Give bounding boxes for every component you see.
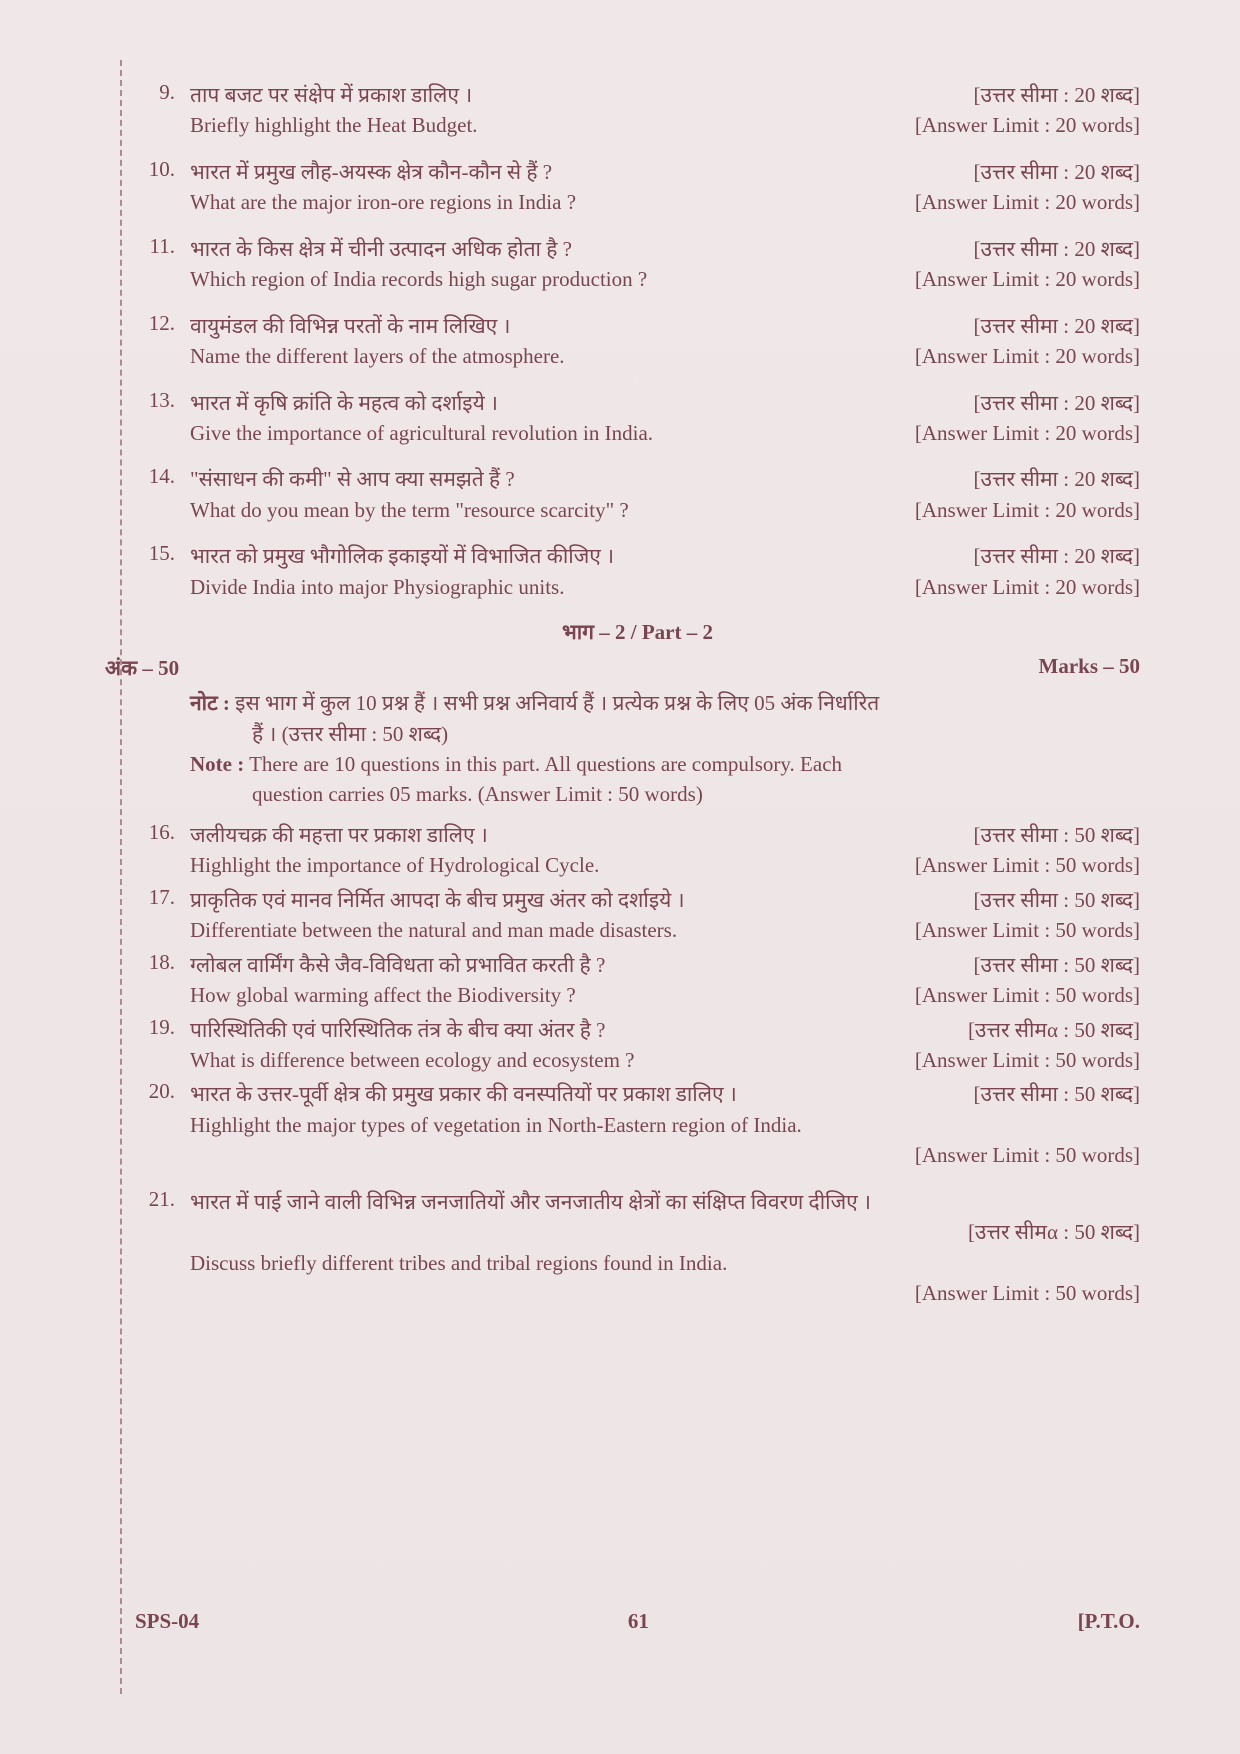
- limit-hi: [उत्तर सीमा : 50 शब्द]: [954, 820, 1140, 850]
- question: 11. भारत के किस क्षेत्र में चीनी उत्पादन …: [135, 234, 1140, 295]
- q20-limit-hi: [उत्तर सीमा : 50 शब्द]: [954, 1079, 1140, 1109]
- q20-hi: भारत के उत्तर-पूर्वी क्षेत्र की प्रमुख प…: [190, 1079, 954, 1109]
- limit-hi: [उत्तर सीमα : 50 शब्द]: [948, 1015, 1140, 1045]
- note-en-2: question carries 05 marks. (Answer Limit…: [190, 779, 1140, 809]
- question: 16. जलीयचक्र की महत्ता पर प्रकाश डालिए ।[…: [135, 820, 1140, 881]
- q-hi: ताप बजट पर संक्षेप में प्रकाश डालिए ।: [190, 80, 954, 110]
- limit-en: [Answer Limit : 20 words]: [895, 495, 1140, 525]
- marks-hi: अंक – 50: [105, 654, 179, 682]
- note-hi-label: नोट :: [190, 691, 230, 715]
- q-hi: "संसाधन की कमी" से आप क्या समझते हैं ?: [190, 464, 954, 494]
- limit-hi: [उत्तर सीमा : 20 शब्द]: [954, 234, 1140, 264]
- question: 13. भारत में कृषि क्रांति के महत्व को दर्…: [135, 388, 1140, 449]
- footer-center: 61: [628, 1609, 649, 1634]
- part2-header: भाग – 2 / Part – 2: [135, 618, 1140, 646]
- note-en-1: Note : There are 10 questions in this pa…: [190, 749, 1140, 779]
- question-21: 21. भारत में पाई जाने वाली विभिन्न जनजात…: [135, 1187, 1140, 1309]
- marks-row: अंक – 50 Marks – 50: [105, 654, 1140, 682]
- qnum: 15.: [135, 541, 175, 566]
- limit-en: [Answer Limit : 20 words]: [895, 418, 1140, 448]
- q-hi: भारत में प्रमुख लौह-अयस्क क्षेत्र कौन-कौ…: [190, 157, 954, 187]
- question: 14. "संसाधन की कमी" से आप क्या समझते हैं …: [135, 464, 1140, 525]
- note-en-text1: There are 10 questions in this part. All…: [249, 752, 842, 776]
- limit-hi: [उत्तर सीमा : 20 शब्द]: [954, 157, 1140, 187]
- limit-hi: [उत्तर सीमा : 20 शब्द]: [954, 311, 1140, 341]
- q-en: Highlight the importance of Hydrological…: [190, 850, 895, 880]
- footer-left: SPS-04: [135, 1609, 199, 1634]
- footer-right: [P.T.O.: [1078, 1609, 1140, 1634]
- qnum: 13.: [135, 388, 175, 413]
- q21-hi: भारत में पाई जाने वाली विभिन्न जनजातियों…: [190, 1187, 1140, 1217]
- limit-en: [Answer Limit : 50 words]: [895, 915, 1140, 945]
- note-hi-text1: इस भाग में कुल 10 प्रश्न हैं । सभी प्रश्…: [235, 691, 879, 715]
- q-en: What do you mean by the term "resource s…: [190, 495, 895, 525]
- limit-hi: [उत्तर सीमा : 50 शब्द]: [954, 950, 1140, 980]
- question: 18. ग्लोबल वार्मिंग कैसे जैव-विविधता को प…: [135, 950, 1140, 1011]
- q-en: Give the importance of agricultural revo…: [190, 418, 895, 448]
- q-hi: भारत को प्रमुख भौगोलिक इकाइयों में विभाज…: [190, 541, 954, 571]
- limit-en: [Answer Limit : 20 words]: [895, 264, 1140, 294]
- qnum: 19.: [135, 1015, 175, 1040]
- note-hi-2: हैं । (उत्तर सीमा : 50 शब्द): [190, 719, 1140, 749]
- limit-en: [Answer Limit : 50 words]: [895, 1045, 1140, 1075]
- qnum: 18.: [135, 950, 175, 975]
- q-en: Briefly highlight the Heat Budget.: [190, 110, 895, 140]
- note-hi-1: नोट : इस भाग में कुल 10 प्रश्न हैं । सभी…: [190, 688, 1140, 718]
- question: 9. ताप बजट पर संक्षेप में प्रकाश डालिए ।[…: [135, 80, 1140, 141]
- limit-hi: [उत्तर सीमा : 20 शब्द]: [954, 80, 1140, 110]
- note-block: नोट : इस भाग में कुल 10 प्रश्न हैं । सभी…: [190, 688, 1140, 810]
- question: 17. प्राकृतिक एवं मानव निर्मित आपदा के बी…: [135, 885, 1140, 946]
- marks-en: Marks – 50: [1039, 654, 1141, 682]
- q-hi: भारत के किस क्षेत्र में चीनी उत्पादन अधि…: [190, 234, 954, 264]
- q-en: How global warming affect the Biodiversi…: [190, 980, 895, 1010]
- question: 15. भारत को प्रमुख भौगोलिक इकाइयों में वि…: [135, 541, 1140, 602]
- limit-en: [Answer Limit : 20 words]: [895, 187, 1140, 217]
- limit-en: [Answer Limit : 20 words]: [895, 572, 1140, 602]
- q-en: What are the major iron-ore regions in I…: [190, 187, 895, 217]
- question-20: 20. भारत के उत्तर-पूर्वी क्षेत्र की प्रम…: [135, 1079, 1140, 1170]
- qnum: 21.: [135, 1187, 175, 1212]
- q21-limit-en: [Answer Limit : 50 words]: [895, 1278, 1140, 1308]
- qnum: 17.: [135, 885, 175, 910]
- qnum: 14.: [135, 464, 175, 489]
- q21-limit-hi: [उत्तर सीमα : 50 शब्द]: [948, 1217, 1140, 1247]
- q-en: Differentiate between the natural and ma…: [190, 915, 895, 945]
- q-hi: जलीयचक्र की महत्ता पर प्रकाश डालिए ।: [190, 820, 954, 850]
- limit-en: [Answer Limit : 50 words]: [895, 850, 1140, 880]
- note-en-label: Note :: [190, 752, 244, 776]
- q-en: Name the different layers of the atmosph…: [190, 341, 895, 371]
- limit-hi: [उत्तर सीमा : 20 शब्द]: [954, 388, 1140, 418]
- q-en: Divide India into major Physiographic un…: [190, 572, 895, 602]
- q-hi: वायुमंडल की विभिन्न परतों के नाम लिखिए ।: [190, 311, 954, 341]
- q20-en: Highlight the major types of vegetation …: [190, 1110, 1140, 1140]
- limit-hi: [उत्तर सीमा : 20 शब्द]: [954, 541, 1140, 571]
- qnum: 20.: [135, 1079, 175, 1104]
- qnum: 11.: [135, 234, 175, 259]
- q-hi: पारिस्थितिकी एवं पारिस्थितिक तंत्र के बी…: [190, 1015, 948, 1045]
- perforation-line: [120, 60, 122, 1694]
- limit-en: [Answer Limit : 20 words]: [895, 341, 1140, 371]
- q-hi: भारत में कृषि क्रांति के महत्व को दर्शाइ…: [190, 388, 954, 418]
- qnum: 9.: [135, 80, 175, 105]
- q-en: Which region of India records high sugar…: [190, 264, 895, 294]
- qnum: 16.: [135, 820, 175, 845]
- limit-en: [Answer Limit : 20 words]: [895, 110, 1140, 140]
- q-hi: प्राकृतिक एवं मानव निर्मित आपदा के बीच प…: [190, 885, 954, 915]
- q21-en: Discuss briefly different tribes and tri…: [190, 1248, 1140, 1278]
- question: 10. भारत में प्रमुख लौह-अयस्क क्षेत्र कौन…: [135, 157, 1140, 218]
- limit-hi: [उत्तर सीमा : 20 शब्द]: [954, 464, 1140, 494]
- limit-en: [Answer Limit : 50 words]: [895, 980, 1140, 1010]
- question: 19. पारिस्थितिकी एवं पारिस्थितिक तंत्र के…: [135, 1015, 1140, 1076]
- q20-limit-en: [Answer Limit : 50 words]: [895, 1140, 1140, 1170]
- qnum: 12.: [135, 311, 175, 336]
- q-hi: ग्लोबल वार्मिंग कैसे जैव-विविधता को प्रभ…: [190, 950, 954, 980]
- part2-questions: 16.जलीयचक्र की महत्ता पर प्रकाश डालिए ।[…: [135, 820, 1140, 1076]
- limit-hi: [उत्तर सीमा : 50 शब्द]: [954, 885, 1140, 915]
- q-en: What is difference between ecology and e…: [190, 1045, 895, 1075]
- part1-questions: 9.ताप बजट पर संक्षेप में प्रकाश डालिए ।[…: [135, 80, 1140, 602]
- exam-page: 9.ताप बजट पर संक्षेप में प्रकाश डालिए ।[…: [0, 0, 1240, 1754]
- question: 12. वायुमंडल की विभिन्न परतों के नाम लिखि…: [135, 311, 1140, 372]
- qnum: 10.: [135, 157, 175, 182]
- page-footer: SPS-04 61 [P.T.O.: [135, 1609, 1140, 1634]
